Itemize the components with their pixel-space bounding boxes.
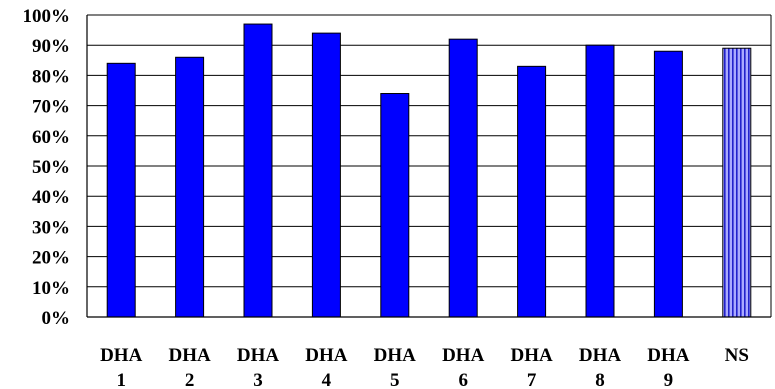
y-tick-label: 60%	[32, 127, 70, 148]
y-tick-label: 70%	[32, 97, 70, 118]
x-tick-label: DHA	[374, 345, 417, 366]
x-tick-label: 8	[595, 370, 605, 389]
x-tick-label: 9	[664, 370, 674, 389]
y-tick-label: 80%	[32, 66, 70, 87]
x-tick-label: DHA	[442, 345, 485, 366]
bar	[653, 50, 683, 318]
bar	[722, 47, 752, 318]
bar	[448, 38, 478, 318]
axes	[86, 15, 772, 318]
x-tick-label: DHA	[100, 345, 143, 366]
bar	[106, 62, 136, 318]
x-tick-label: DHA	[168, 345, 211, 366]
y-tick-label: 40%	[32, 187, 70, 208]
bar	[311, 32, 341, 318]
y-tick-label: 0%	[42, 308, 71, 329]
bar	[517, 65, 547, 318]
bars	[106, 23, 752, 318]
x-tick-label: DHA	[647, 345, 690, 366]
x-tick-label: 3	[253, 370, 263, 389]
x-tick-label: DHA	[510, 345, 553, 366]
x-tick-label: 5	[390, 370, 400, 389]
x-tick-label: 7	[527, 370, 537, 389]
x-category-labels: DHA 1 DHA 2 DHA 3 DHA 4 DHA 5 DHA 6 DHA 7 DHA 8 DHA 9 NS	[100, 345, 749, 389]
x-tick-label: NS	[725, 345, 749, 366]
x-tick-label: 2	[185, 370, 195, 389]
y-tick-label: 30%	[32, 217, 70, 238]
y-tick-label: 100%	[23, 6, 71, 27]
y-tick-labels: 0% 10% 20% 30% 40% 50% 60% 70% 80% 90% 100%	[23, 6, 71, 329]
x-tick-label: 6	[458, 370, 468, 389]
bar	[243, 23, 273, 318]
x-tick-label: 1	[116, 370, 126, 389]
x-tick-label: DHA	[579, 345, 622, 366]
x-tick-label: 4	[322, 370, 332, 389]
bar	[380, 93, 410, 318]
y-tick-label: 90%	[32, 36, 70, 57]
bar	[175, 56, 205, 318]
x-tick-label: DHA	[305, 345, 348, 366]
y-tick-label: 20%	[32, 248, 70, 269]
x-tick-label: DHA	[237, 345, 280, 366]
bar	[585, 44, 615, 318]
y-tick-label: 50%	[32, 157, 70, 178]
y-tick-label: 10%	[32, 278, 70, 299]
